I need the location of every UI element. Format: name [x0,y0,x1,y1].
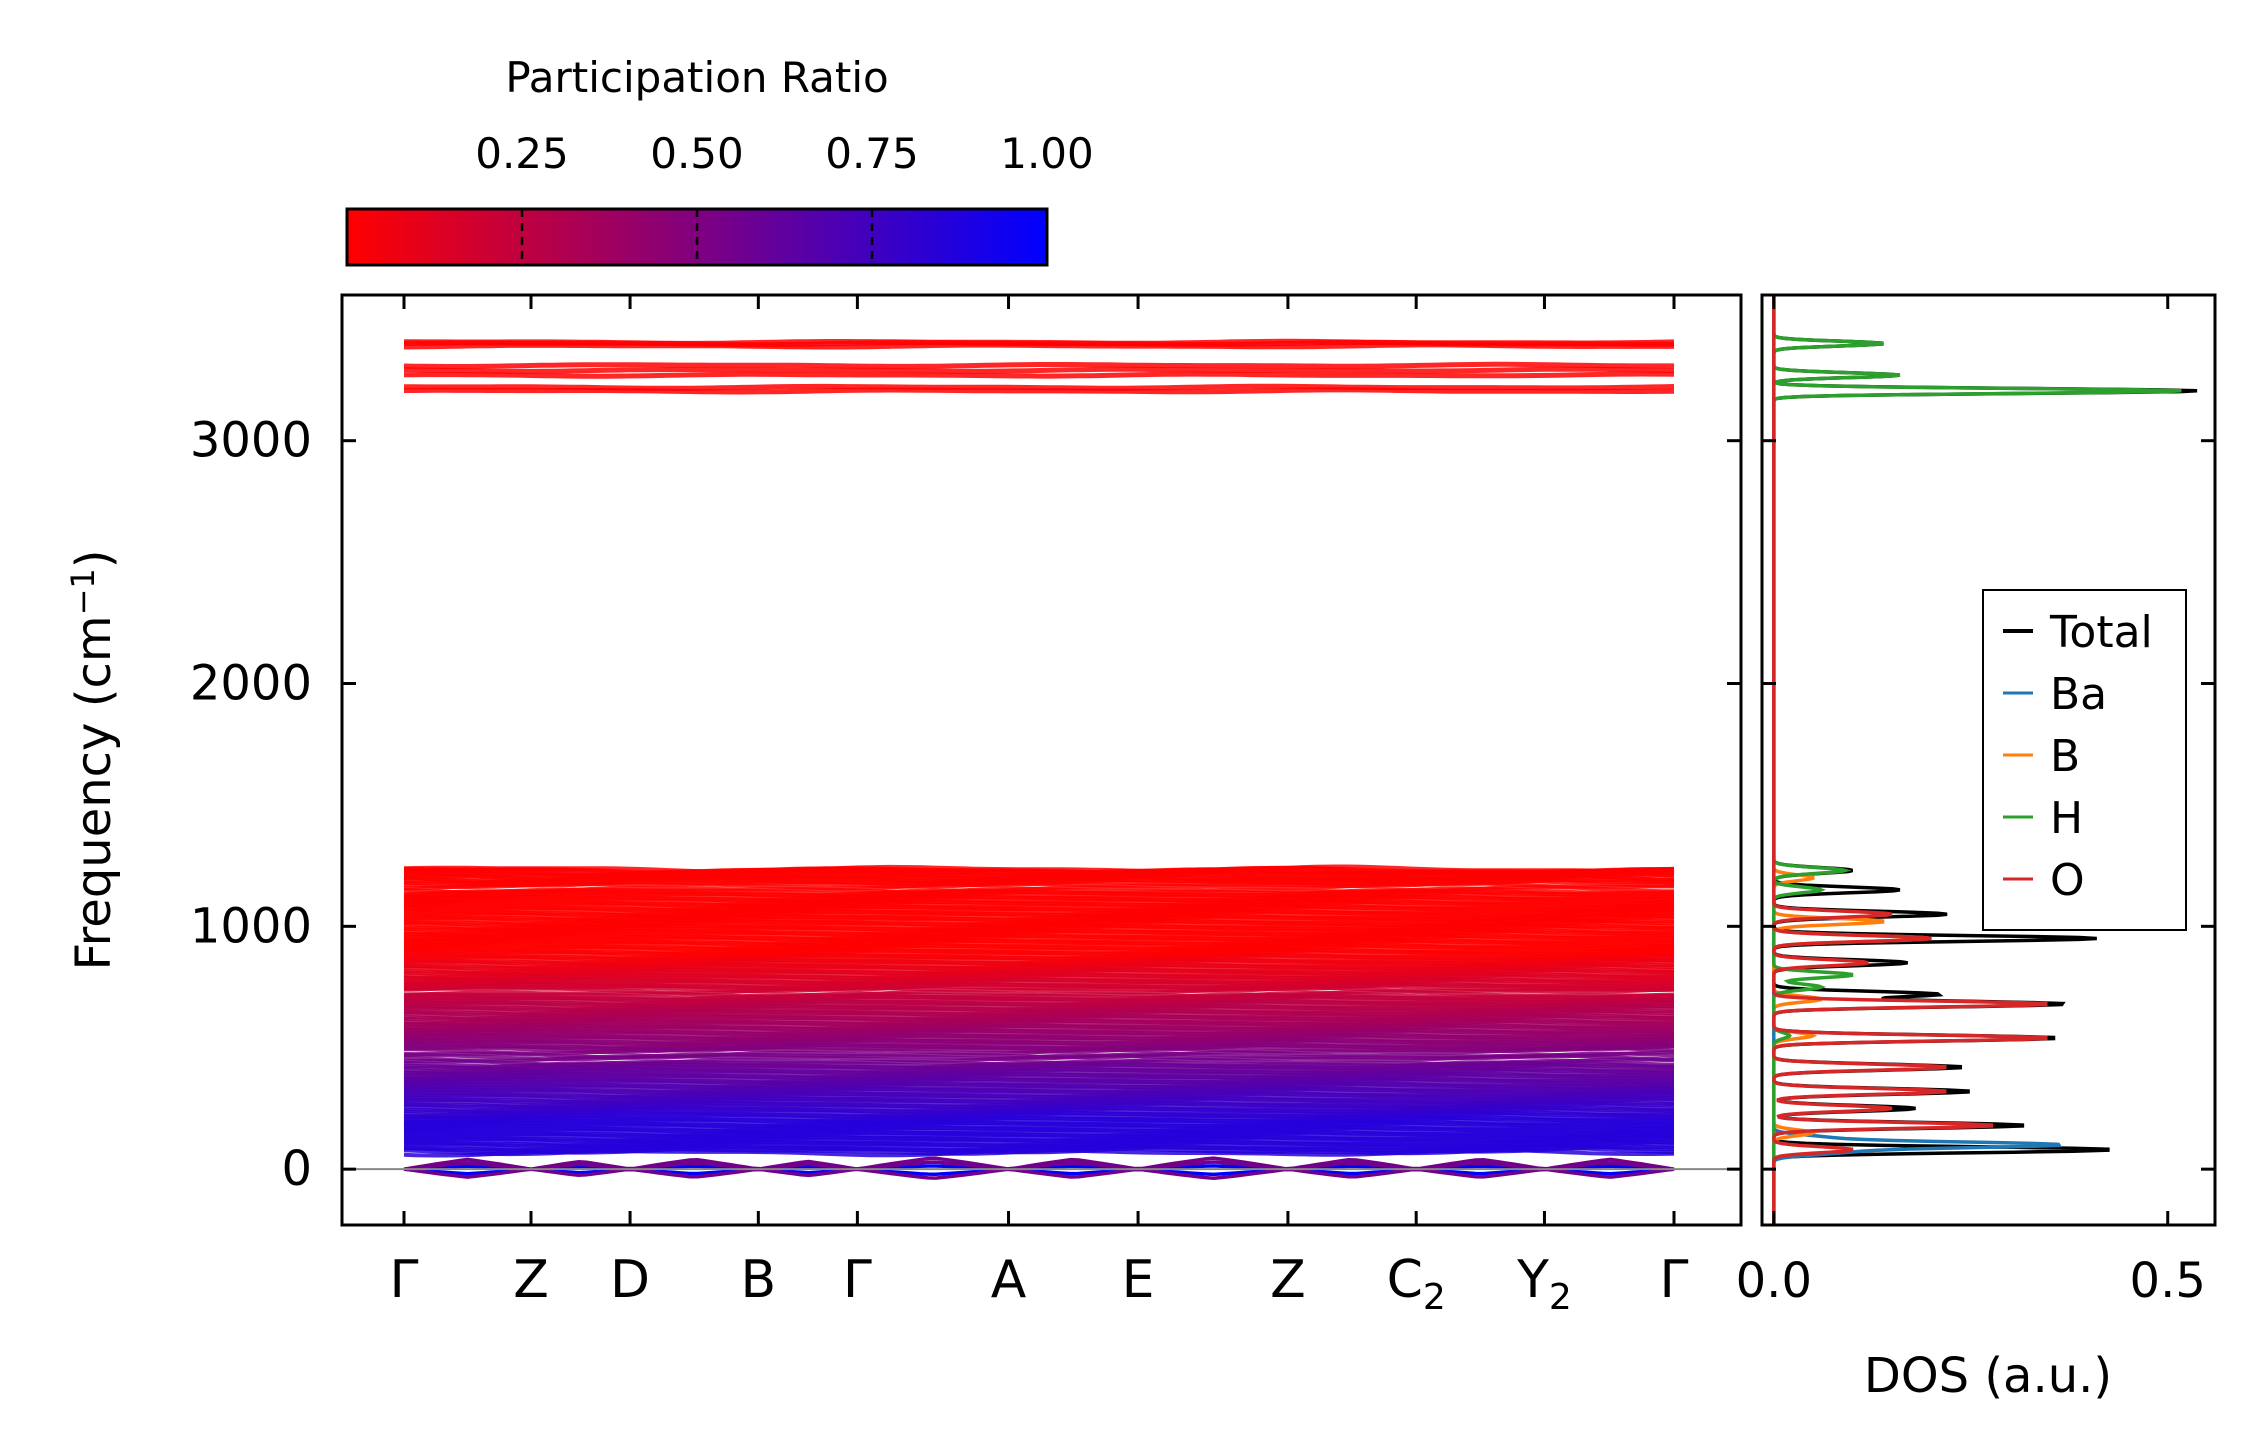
dos-panel: 0.0 0.5 DOS (a.u.) [1736,293,2217,1404]
band-line [403,1011,1675,1022]
band-line [403,1006,1675,1017]
band-line [403,1147,1675,1158]
legend: Total Ba BHO [1982,589,2187,931]
k-point-symbol: E [1122,1250,1155,1310]
colorbar-tick-label: 0.25 [475,129,569,178]
k-point-symbol: Z [513,1250,549,1310]
band-line [403,985,1675,995]
band-line [403,1104,1675,1114]
band-line [403,889,1674,900]
k-point-subscript: 2 [1549,1277,1572,1318]
k-point-symbol: Y [1516,1250,1549,1310]
band-line-high [403,366,1675,374]
colorbar-tick-label: 0.50 [650,129,744,178]
k-point-label: Γ [1660,1250,1689,1310]
band-line-high [404,338,1675,346]
legend-label: O [2050,855,2085,906]
k-point-label: A [991,1250,1027,1310]
band-line [403,1023,1675,1034]
colorbar: Participation Ratio 0.25 0.50 0.75 1.00 [345,53,1094,267]
y-tick-label: 3000 [190,413,312,469]
k-point-label: C2 [1387,1250,1446,1318]
band-line [403,1088,1675,1098]
band-line [403,995,1675,1006]
band-frame [340,293,1743,1227]
band-line [403,1045,1675,1056]
band-line-high [403,361,1674,369]
dos-x-tick-label: 0.0 [1736,1253,1812,1309]
k-point-symbol: Γ [843,1250,872,1310]
band-line-high [404,371,1675,379]
legend-box [1982,589,2187,931]
legend-label: B [2050,731,2080,782]
band-line [404,1131,1675,1142]
band-line [403,1099,1675,1110]
band-line [403,875,1675,886]
x-axis-label: DOS (a.u.) [1864,1348,2112,1404]
k-point-symbol: B [740,1250,776,1310]
k-point-label: D [610,1250,650,1310]
k-point-label: E [1122,1250,1155,1310]
k-point-label: Y2 [1516,1250,1572,1318]
k-point-label: Γ [390,1250,419,1310]
band-lines [342,338,1741,1181]
colorbar-tick-label: 1.00 [1000,129,1094,178]
band-line [403,1060,1675,1071]
band-line [403,1052,1675,1063]
colorbar-ticks: 0.25 0.50 0.75 1.00 [475,129,1094,265]
acoustic-band-line [403,1167,1675,1181]
band-line [403,880,1674,891]
y-tick-label: 0 [281,1141,312,1197]
k-point-label: Z [1270,1250,1306,1310]
band-line [403,933,1675,944]
y-axis-label: Frequency (cm−1) [64,549,122,970]
k-point-label: Γ [843,1250,872,1310]
band-line [403,917,1675,927]
dos-lines [1772,295,2198,1225]
colorbar-tick-label: 0.75 [825,129,919,178]
k-point-subscript: 2 [1423,1277,1446,1318]
dos-x-tick-label: 0.5 [2130,1253,2206,1309]
band-line [403,960,1675,971]
y-tick-label: 2000 [190,656,312,712]
legend-label: H [2050,793,2083,844]
k-point-symbol: A [991,1250,1027,1310]
k-point-label: Z [513,1250,549,1310]
band-line [403,977,1675,988]
legend-label: Total [2049,607,2153,658]
dos-frame [1760,293,2217,1227]
band-line-high [404,383,1675,391]
legend-label: Ba [2050,669,2107,720]
acoustic-band-line [403,1156,1675,1171]
k-point-symbol: Z [1270,1250,1306,1310]
band-line [403,1072,1675,1082]
band-line [403,906,1675,916]
band-line [403,1142,1675,1153]
k-point-symbol: C [1387,1250,1423,1310]
colorbar-title: Participation Ratio [505,53,888,102]
band-line-high [404,387,1675,395]
band-line [403,1115,1675,1126]
band-line [403,949,1675,960]
k-point-label: B [740,1250,776,1310]
k-point-symbol: Γ [1660,1250,1689,1310]
band-line [403,965,1674,976]
k-point-symbol: Γ [390,1250,419,1310]
band-line [403,921,1674,932]
y-tick-label: 1000 [190,898,312,954]
k-point-symbol: D [610,1250,650,1310]
dos-line-o [1772,295,2048,1225]
dos-axes: 0.0 0.5 [1736,293,2217,1309]
band-line [404,1039,1675,1050]
